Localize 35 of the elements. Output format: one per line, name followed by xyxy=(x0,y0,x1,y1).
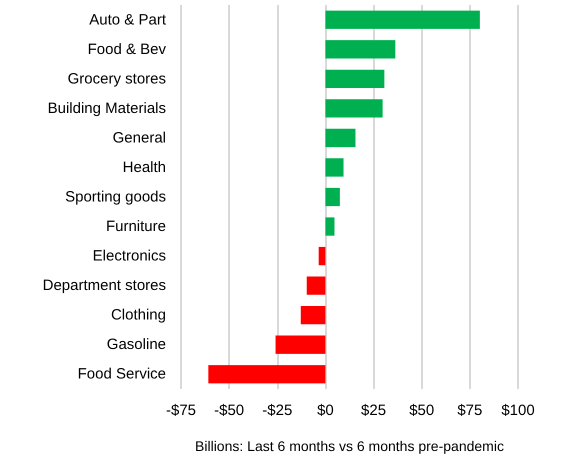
y-tick-label: Grocery stores xyxy=(68,70,166,88)
x-tick-label: $75 xyxy=(457,402,482,419)
y-tick-label: Electronics xyxy=(92,248,166,265)
x-tick-label: $0 xyxy=(317,402,334,419)
x-tick-label: $50 xyxy=(409,402,434,419)
bar xyxy=(325,158,344,177)
y-tick-label: General xyxy=(112,129,166,146)
bar xyxy=(325,128,356,148)
bar xyxy=(318,246,326,266)
x-tick-label: $100 xyxy=(501,402,535,419)
bar xyxy=(325,99,383,118)
bar xyxy=(325,70,384,88)
bar xyxy=(306,276,326,295)
bar xyxy=(208,365,326,384)
bar xyxy=(300,306,326,324)
x-tick-label: -$50 xyxy=(214,402,244,419)
bar xyxy=(276,336,326,354)
bar xyxy=(325,40,396,58)
x-axis-title: Billions: Last 6 months vs 6 months pre-pandemic xyxy=(195,438,504,454)
y-tick-label: Clothing xyxy=(110,306,166,324)
x-tick-label: -$25 xyxy=(262,402,292,419)
x-tick-label: -$75 xyxy=(166,402,196,419)
bar xyxy=(325,188,340,206)
bar xyxy=(325,217,334,236)
bar xyxy=(325,10,480,29)
y-tick-label: Food & Bev xyxy=(88,40,166,58)
y-tick-label: Health xyxy=(122,158,166,176)
y-tick-label: Furniture xyxy=(106,218,166,236)
x-tick-label: $25 xyxy=(361,402,386,419)
y-tick-label: Sporting goods xyxy=(65,188,166,206)
y-tick-label: Gasoline xyxy=(106,336,166,354)
y-tick-label: Food Service xyxy=(78,366,166,383)
y-tick-label: Department stores xyxy=(42,277,166,294)
y-tick-label: Building Materials xyxy=(48,100,166,117)
y-tick-label: Auto & Part xyxy=(89,11,167,28)
